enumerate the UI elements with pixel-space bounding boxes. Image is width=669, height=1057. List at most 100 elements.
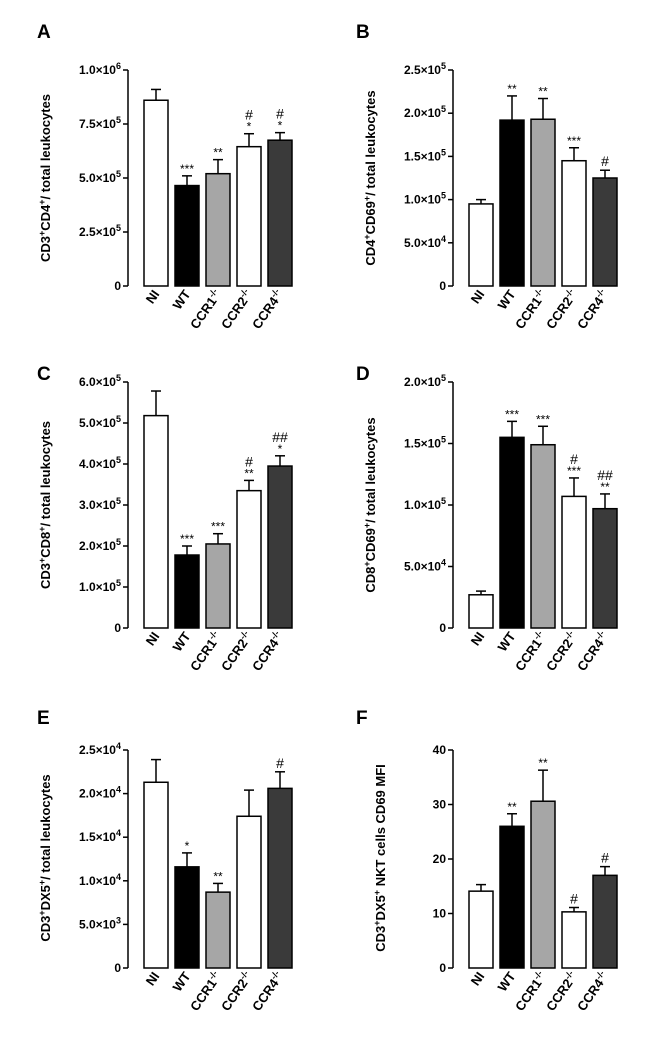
y-tick-label: 2.0×105 xyxy=(79,537,121,553)
y-tick-label: 40 xyxy=(433,743,447,757)
significance-hash: # xyxy=(570,451,578,467)
y-tick-label: 2.5×105 xyxy=(404,61,446,77)
y-tick-label-text: 40 xyxy=(433,743,447,757)
category-label: CCR2-/- xyxy=(542,969,580,1014)
bar-ccr4 xyxy=(592,874,618,969)
category-label: CCR4-/- xyxy=(573,969,611,1014)
y-tick-label-text: 2.0×10 xyxy=(79,539,116,553)
significance-stars: ** xyxy=(538,85,548,99)
y-tick-label-exponent: 5 xyxy=(441,191,446,201)
y-tick-label-text: 10 xyxy=(433,907,447,921)
y-axis-label-part: / total leukocytes xyxy=(38,94,53,199)
bar-ccr4 xyxy=(267,465,293,629)
category-label-text: CCR4 xyxy=(574,293,607,331)
significance-hash: # xyxy=(601,153,609,169)
category-label-text: CCR1 xyxy=(187,976,220,1014)
y-axis-label-part: / total leukocytes xyxy=(38,774,53,879)
y-tick-label-text: 0 xyxy=(114,279,121,293)
bar-wt xyxy=(499,825,525,969)
y-axis-label-sup: + xyxy=(362,523,372,528)
category-label-text: WT xyxy=(170,287,194,312)
panel-label: C xyxy=(37,364,51,385)
y-tick-label-text: 1.5×10 xyxy=(79,830,116,844)
significance-stars: * xyxy=(185,839,190,853)
category-label-text: WT xyxy=(495,287,519,312)
significance-stars: * xyxy=(247,120,252,134)
significance-stars: ** xyxy=(213,146,223,160)
y-tick-label-text: 5.0×10 xyxy=(79,171,116,185)
category-label: CCR4-/- xyxy=(248,287,286,332)
y-axis-label-part: CD69 xyxy=(363,528,378,561)
y-tick-label-text: 2.0×10 xyxy=(79,787,116,801)
y-axis-label: CD3+CD8+/ total leukocytes xyxy=(37,421,53,589)
category-label-text: WT xyxy=(495,969,519,994)
significance-hash: # xyxy=(276,755,284,771)
panel-d: D05.0×1041.0×1051.5×1052.0×105CD8+CD69+/… xyxy=(356,364,618,674)
y-tick-label-text: 2.5×10 xyxy=(79,743,116,757)
panel-label: F xyxy=(356,708,368,729)
y-axis-label-part: / total leukocytes xyxy=(363,90,378,195)
y-axis-label-sup: + xyxy=(37,199,47,204)
y-tick-label: 1.0×104 xyxy=(79,872,121,888)
significance-hash: # xyxy=(601,850,609,866)
category-label-text: NI xyxy=(468,287,488,306)
category-label-text: CCR1 xyxy=(512,636,545,674)
category-label-text: CCR4 xyxy=(574,975,607,1013)
category-label: CCR2-/- xyxy=(542,629,580,674)
panel-label: D xyxy=(356,364,370,385)
category-label-text: NI xyxy=(468,969,488,988)
y-tick-label: 5.0×104 xyxy=(404,234,446,250)
bar-ccr1 xyxy=(205,543,231,629)
y-axis-label-sup: + xyxy=(37,231,47,236)
y-tick-label: 20 xyxy=(433,852,447,866)
y-axis-label: CD3+DX5+ NKT cells CD69 MFI xyxy=(372,764,388,952)
significance-hash: # xyxy=(276,106,284,122)
significance-stars: ** xyxy=(600,480,610,494)
category-label-text: NI xyxy=(468,629,488,648)
bar-ni xyxy=(468,594,494,629)
category-label: NI xyxy=(468,287,488,306)
category-label: CCR1-/- xyxy=(186,969,224,1014)
category-label-text: CCR1 xyxy=(187,294,220,332)
category-label-text: CCR1 xyxy=(512,294,545,332)
category-label-text: CCR2 xyxy=(543,636,576,674)
y-axis-label-sup: + xyxy=(37,880,47,885)
y-tick-label: 5.0×105 xyxy=(79,169,121,185)
bar-wt xyxy=(499,436,525,629)
y-axis-label: CD8+CD69+/ total leukocytes xyxy=(362,417,378,592)
significance-stars: ** xyxy=(213,869,223,883)
y-tick-label: 4.0×105 xyxy=(79,455,121,471)
significance-stars: ** xyxy=(538,756,548,770)
bar-ccr4 xyxy=(592,177,618,287)
y-tick-label-text: 0 xyxy=(439,279,446,293)
y-tick-label-text: 1.5×10 xyxy=(404,437,441,451)
significance-stars: *** xyxy=(505,407,519,421)
category-label: CCR2-/- xyxy=(217,969,255,1014)
y-tick-label-text: 30 xyxy=(433,798,447,812)
y-axis-label-part: CD4 xyxy=(38,204,53,231)
y-tick-label-exponent: 4 xyxy=(116,828,121,838)
category-label-text: NI xyxy=(143,287,163,306)
bar-ccr2 xyxy=(236,145,262,287)
significance-stars: ** xyxy=(507,82,517,96)
y-tick-label-text: 5.0×10 xyxy=(79,917,116,931)
y-tick-label-exponent: 3 xyxy=(116,915,121,925)
y-tick-label-text: 2.0×10 xyxy=(404,375,441,389)
bar-ccr4 xyxy=(267,787,293,969)
y-tick-label-exponent: 6 xyxy=(116,61,121,71)
category-label-text: CCR4 xyxy=(249,975,282,1013)
category-label: CCR2-/- xyxy=(217,287,255,332)
y-axis-label-sup: + xyxy=(362,234,372,239)
bar-ccr1 xyxy=(205,172,231,287)
panel-label: A xyxy=(37,22,51,43)
category-label: WT xyxy=(170,287,194,312)
category-label-text: CCR2 xyxy=(543,294,576,332)
category-label-text: CCR2 xyxy=(218,294,251,332)
y-tick-label: 2.0×105 xyxy=(404,104,446,120)
y-tick-label-exponent: 5 xyxy=(441,61,446,71)
y-axis-label-part: / total leukocytes xyxy=(38,421,53,526)
category-label: WT xyxy=(495,287,519,312)
bar-ccr4 xyxy=(267,139,293,287)
y-axis-label-part: CD3 xyxy=(38,236,53,262)
